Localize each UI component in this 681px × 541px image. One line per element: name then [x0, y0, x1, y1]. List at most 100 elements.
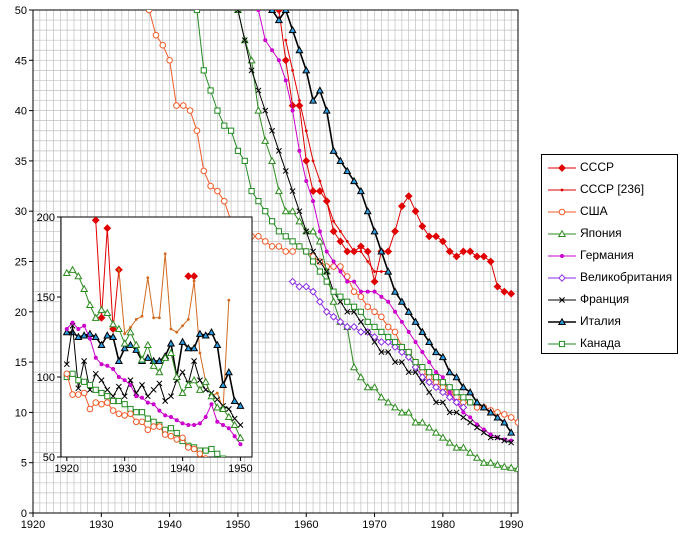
series-великобритания-point: [295, 282, 304, 291]
y-tick-label: 15: [15, 357, 27, 369]
series-канада-point: [234, 147, 242, 154]
series-германия-point: [434, 370, 439, 375]
legend-swatch-icon: [548, 208, 576, 216]
series-япония-point: [500, 462, 509, 470]
series-италия-point: [178, 337, 187, 345]
series-сша-early--point: [196, 450, 204, 457]
series-канада-point: [405, 348, 412, 356]
series-ссср-point: [184, 272, 193, 281]
series-япония-point: [68, 265, 77, 273]
series-германия-point: [406, 329, 411, 334]
series-ссср-point: [384, 247, 393, 256]
series-франция-point: [75, 385, 82, 392]
series-ссср-236--point: [298, 99, 301, 102]
series-сша-inset--point: [215, 391, 219, 395]
series-япония-point: [513, 464, 518, 472]
series-германия-point: [99, 362, 104, 367]
series-канада-point: [364, 318, 371, 325]
series-ссср-point: [363, 247, 372, 256]
series-италия-point: [74, 332, 83, 341]
y-tick-label: 10: [15, 407, 27, 419]
series-сша-inset--point: [140, 314, 144, 318]
series-италия-point: [486, 408, 495, 416]
series-ссср-point: [91, 217, 100, 225]
series-япония-point: [459, 443, 468, 451]
series-франция-point: [150, 386, 157, 393]
legend-item: СССР [236]: [542, 179, 677, 201]
series-германия-point: [324, 249, 329, 254]
series-япония-point: [213, 403, 222, 411]
series-канада-point: [385, 333, 392, 341]
series-франция-point: [501, 437, 508, 444]
series-франция-point: [275, 147, 282, 154]
series-япония-point: [120, 339, 129, 347]
series-япония-point: [91, 313, 100, 321]
legend-marker-icon: [558, 340, 566, 348]
series-сша-inset--point: [146, 276, 150, 280]
series-сша-point: [200, 167, 208, 175]
series-франция-point: [92, 370, 99, 377]
legend-item: Италия: [542, 311, 677, 333]
series-германия-point: [215, 419, 220, 424]
series-великобритания-point: [302, 282, 311, 291]
series-япония-point: [236, 433, 245, 441]
series-германия-point: [420, 350, 425, 355]
series-япония-point: [184, 380, 193, 389]
series-германия-point: [192, 423, 197, 427]
series-япония-point: [143, 340, 152, 349]
series-канада-point: [357, 308, 364, 315]
series-франция-point: [144, 393, 151, 400]
series-канада-point: [81, 378, 88, 385]
series-ссср-point: [459, 247, 468, 256]
series-япония-point: [201, 377, 210, 385]
series-германия-point: [140, 395, 145, 400]
series-канада-point: [446, 384, 453, 391]
series-сша-inset--point: [117, 268, 121, 272]
series-италия-point: [322, 106, 331, 114]
series-япония-point: [132, 340, 141, 349]
series-германия-point: [352, 279, 357, 284]
y-tick-label: 100: [37, 372, 55, 384]
series-франция-point: [139, 382, 145, 388]
series-сша-early--point: [121, 412, 128, 419]
series-германия-point: [232, 434, 237, 439]
series-франция-point: [237, 422, 244, 428]
series-италия-point: [404, 307, 413, 315]
series-ссср-point: [486, 257, 495, 266]
series-франция-point: [282, 168, 289, 174]
series-канада-point: [412, 359, 419, 366]
series-германия-point: [116, 375, 121, 379]
series-франция-point: [508, 439, 515, 446]
series-германия-point: [93, 355, 98, 360]
legend: СССР СССР [236] США Япония Германия Великобри…: [541, 154, 678, 354]
series-франция-point: [81, 358, 88, 364]
series-германия-point: [447, 390, 452, 395]
y-tick-label: 200: [37, 212, 55, 224]
legend-swatch-icon: [548, 274, 576, 282]
series-япония-point: [195, 385, 204, 393]
series-канада-point: [109, 397, 117, 405]
series-япония-point: [397, 408, 406, 416]
series-япония-point: [404, 408, 413, 416]
x-tick-label: 1930: [89, 519, 113, 531]
series-италия-point: [302, 66, 311, 74]
x-tick-label: 1950: [228, 463, 252, 475]
series-канада-point: [453, 389, 460, 396]
series-италия-point: [213, 340, 222, 349]
series-сша-early--point: [167, 432, 175, 440]
series-германия-point: [317, 229, 322, 234]
series-италия-point: [356, 186, 365, 195]
series-сша-point: [350, 288, 358, 295]
series-ссср-point: [418, 222, 427, 231]
series-германия-point: [427, 360, 432, 365]
series-япония-point: [425, 423, 434, 431]
series-сша-point: [282, 248, 290, 255]
series-франция-point: [202, 386, 209, 393]
series-канада-point: [391, 338, 399, 346]
series-ссср-point: [404, 192, 413, 201]
series-италия-point: [114, 356, 123, 365]
series-италия-point: [500, 418, 509, 426]
series-италия-point: [507, 428, 516, 436]
series-сша-early--point: [161, 431, 169, 438]
series-франция-point: [63, 361, 70, 368]
